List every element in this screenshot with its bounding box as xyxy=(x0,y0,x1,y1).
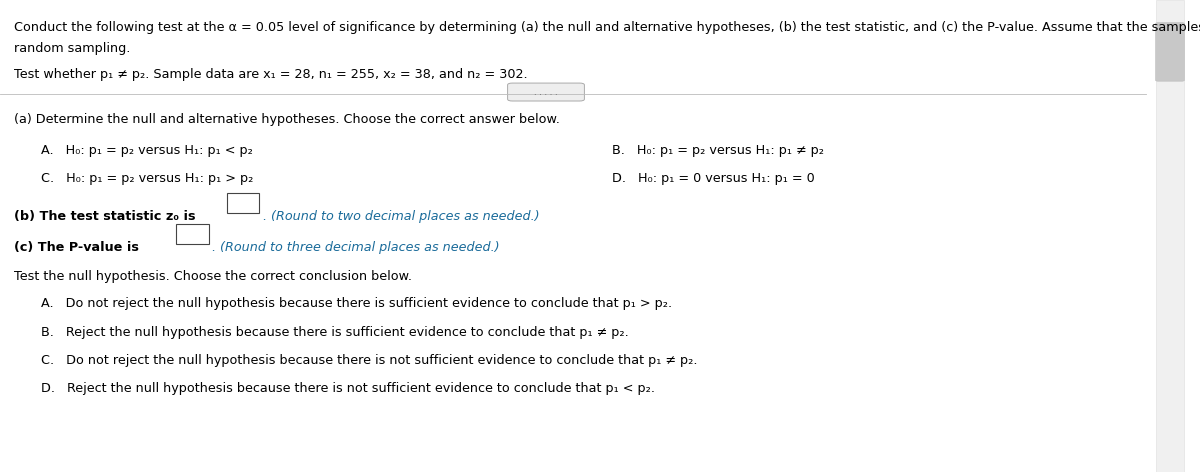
Text: C.   H₀: p₁ = p₂ versus H₁: p₁ > p₂: C. H₀: p₁ = p₂ versus H₁: p₁ > p₂ xyxy=(41,172,253,185)
Text: A.   H₀: p₁ = p₂ versus H₁: p₁ < p₂: A. H₀: p₁ = p₂ versus H₁: p₁ < p₂ xyxy=(41,144,253,157)
Text: B.   Reject the null hypothesis because there is sufficient evidence to conclude: B. Reject the null hypothesis because th… xyxy=(41,326,629,339)
Text: D.   Reject the null hypothesis because there is not sufficient evidence to conc: D. Reject the null hypothesis because th… xyxy=(41,382,655,396)
Text: Test whether p₁ ≠ p₂. Sample data are x₁ = 28, n₁ = 255, x₂ = 38, and n₂ = 302.: Test whether p₁ ≠ p₂. Sample data are x₁… xyxy=(14,68,528,82)
Text: . (Round to two decimal places as needed.): . (Round to two decimal places as needed… xyxy=(263,210,540,223)
Text: random sampling.: random sampling. xyxy=(14,42,131,55)
FancyBboxPatch shape xyxy=(1156,0,1184,472)
Text: C.   Do not reject the null hypothesis because there is not sufficient evidence : C. Do not reject the null hypothesis bec… xyxy=(41,354,697,367)
Text: . . . . .: . . . . . xyxy=(534,87,558,97)
Text: (b) The test statistic z₀ is: (b) The test statistic z₀ is xyxy=(14,210,196,223)
Text: Conduct the following test at the α = 0.05 level of significance by determining : Conduct the following test at the α = 0.… xyxy=(14,21,1200,34)
Text: Test the null hypothesis. Choose the correct conclusion below.: Test the null hypothesis. Choose the cor… xyxy=(14,270,413,283)
Text: (a) Determine the null and alternative hypotheses. Choose the correct answer bel: (a) Determine the null and alternative h… xyxy=(14,113,560,126)
FancyBboxPatch shape xyxy=(227,193,259,213)
FancyBboxPatch shape xyxy=(176,224,209,244)
Text: A.   Do not reject the null hypothesis because there is sufficient evidence to c: A. Do not reject the null hypothesis bec… xyxy=(41,297,672,311)
Text: D.   H₀: p₁ = 0 versus H₁: p₁ = 0: D. H₀: p₁ = 0 versus H₁: p₁ = 0 xyxy=(612,172,815,185)
Text: (c) The P-value is: (c) The P-value is xyxy=(14,241,139,254)
FancyBboxPatch shape xyxy=(1156,23,1184,81)
Text: . (Round to three decimal places as needed.): . (Round to three decimal places as need… xyxy=(212,241,500,254)
Text: B.   H₀: p₁ = p₂ versus H₁: p₁ ≠ p₂: B. H₀: p₁ = p₂ versus H₁: p₁ ≠ p₂ xyxy=(612,144,824,157)
FancyBboxPatch shape xyxy=(508,83,584,101)
